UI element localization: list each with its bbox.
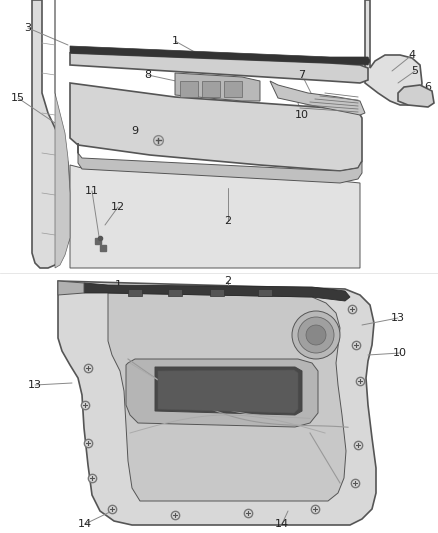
Polygon shape [70, 165, 360, 268]
Polygon shape [32, 0, 70, 268]
Polygon shape [270, 81, 365, 115]
Text: 10: 10 [295, 110, 309, 120]
Text: 5: 5 [411, 66, 418, 76]
Polygon shape [155, 367, 302, 415]
Text: 1: 1 [172, 36, 179, 46]
Text: 13: 13 [28, 380, 42, 390]
Polygon shape [108, 293, 346, 501]
Text: 8: 8 [145, 70, 152, 80]
Text: 3: 3 [25, 23, 32, 33]
Polygon shape [175, 73, 260, 101]
Polygon shape [84, 283, 350, 301]
Text: 2: 2 [224, 276, 232, 286]
Bar [224, 81, 242, 97]
Polygon shape [365, 0, 422, 105]
Bar [168, 289, 182, 296]
Text: 14: 14 [78, 519, 92, 529]
Polygon shape [78, 143, 362, 183]
Polygon shape [70, 46, 370, 65]
Polygon shape [158, 370, 298, 413]
Text: 12: 12 [111, 202, 125, 212]
Polygon shape [126, 359, 318, 427]
Circle shape [292, 311, 340, 359]
Polygon shape [70, 83, 362, 171]
Text: 15: 15 [11, 93, 25, 103]
Polygon shape [398, 85, 434, 107]
Text: 14: 14 [275, 519, 289, 529]
Polygon shape [70, 53, 368, 83]
Text: 4: 4 [409, 50, 416, 60]
Bar [202, 81, 220, 97]
Text: 2: 2 [224, 216, 232, 226]
Bar [128, 289, 142, 296]
Bar [210, 289, 224, 296]
Circle shape [306, 325, 326, 345]
Text: 6: 6 [424, 82, 431, 92]
Polygon shape [55, 0, 70, 268]
Text: 7: 7 [298, 70, 306, 80]
Text: 10: 10 [393, 348, 407, 358]
Polygon shape [58, 281, 84, 295]
Bar [258, 289, 272, 296]
Circle shape [298, 317, 334, 353]
Text: 1: 1 [114, 280, 121, 290]
Bar [180, 81, 198, 97]
Text: 9: 9 [131, 126, 138, 136]
Polygon shape [58, 281, 376, 525]
Text: 11: 11 [85, 186, 99, 196]
Text: 13: 13 [391, 313, 405, 323]
